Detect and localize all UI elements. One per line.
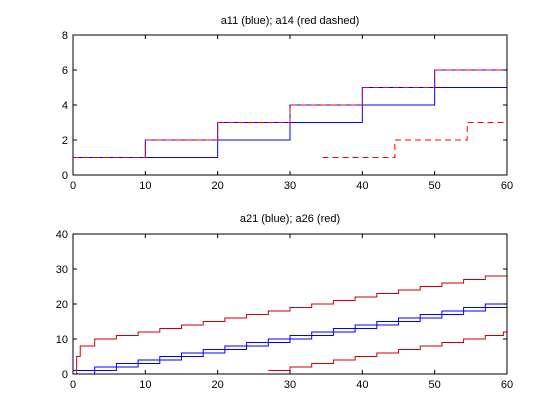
x-tick-label-bottom-5: 50 <box>429 379 441 391</box>
y-tick-label-top-1: 2 <box>62 135 68 147</box>
y-tick-label-top-4: 8 <box>62 30 68 42</box>
series-line-bottom-1 <box>73 303 507 371</box>
chart-title-bottom: a21 (blue); a26 (red) <box>240 213 340 225</box>
series-line-top-3 <box>73 69 507 158</box>
series-line-bottom-2 <box>73 307 507 375</box>
ticks-bottom: 0 10 20 30 40 50 60 0 10 20 30 40 <box>56 229 513 391</box>
x-tick-label-top-6: 60 <box>501 180 513 192</box>
y-tick-label-bottom-3: 30 <box>56 264 68 276</box>
x-tick-label-top-4: 40 <box>356 180 368 192</box>
series-line-bottom-3 <box>73 275 507 375</box>
x-tick-label-bottom-1: 10 <box>139 379 151 391</box>
y-tick-label-top-0: 0 <box>62 170 68 182</box>
subplot-top: a11 (blue); a14 (red dashed) 0 10 20 30 40 50… <box>62 15 513 192</box>
x-tick-label-top-3: 30 <box>284 180 296 192</box>
y-tick-label-bottom-0: 0 <box>62 369 68 381</box>
chart-title-top: a11 (blue); a14 (red dashed) <box>221 15 360 27</box>
x-tick-label-bottom-0: 0 <box>70 379 76 391</box>
plot-area-bottom <box>73 275 507 375</box>
y-tick-label-top-3: 6 <box>62 65 68 77</box>
subplot-bottom: a21 (blue); a26 (red) 0 10 20 30 40 50 60 0 10 20… <box>56 213 513 391</box>
axes-frame-bottom <box>72 233 508 375</box>
x-tick-label-bottom-6: 60 <box>501 379 513 391</box>
x-tick-label-bottom-3: 30 <box>284 379 296 391</box>
x-tick-label-top-1: 10 <box>139 180 151 192</box>
ticks-top: 0 10 20 30 40 50 60 0 2 4 6 8 <box>62 30 513 192</box>
y-tick-label-bottom-1: 10 <box>56 334 68 346</box>
x-tick-label-top-0: 0 <box>70 180 76 192</box>
y-tick-label-bottom-2: 20 <box>56 299 68 311</box>
x-tick-label-bottom-2: 20 <box>212 379 224 391</box>
series-line-top-4 <box>322 122 507 158</box>
plot-area-top <box>73 69 507 158</box>
x-tick-label-bottom-4: 40 <box>356 379 368 391</box>
y-tick-label-top-2: 4 <box>62 100 68 112</box>
x-tick-label-top-5: 50 <box>429 180 441 192</box>
x-tick-label-top-2: 20 <box>212 180 224 192</box>
series-line-bottom-4 <box>268 331 507 371</box>
y-tick-label-bottom-4: 40 <box>56 229 68 241</box>
